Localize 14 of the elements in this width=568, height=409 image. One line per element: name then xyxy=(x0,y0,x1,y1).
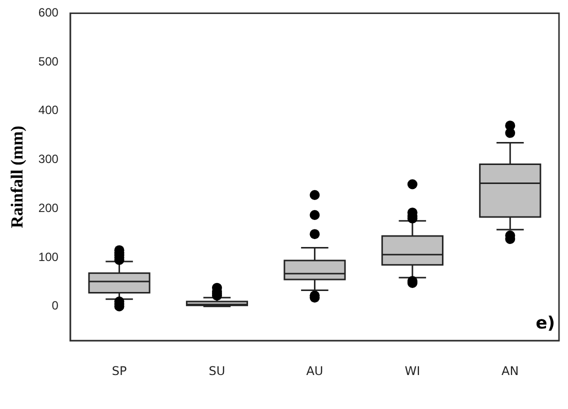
annotation: e) xyxy=(536,314,555,334)
y-tick-label: 100 xyxy=(38,250,59,264)
y-tick-label: 300 xyxy=(38,152,59,166)
y-tick-label: 600 xyxy=(38,6,59,20)
x-tick-label: WI xyxy=(404,364,420,378)
x-tick-label: AU xyxy=(306,364,324,378)
x-tick-label: SP xyxy=(112,364,127,378)
x-tick-label: AN xyxy=(502,364,519,378)
x-tick-label: SU xyxy=(208,364,226,378)
y-tick-label: 0 xyxy=(52,298,59,313)
y-axis-title: Rainfall (mm) xyxy=(8,126,27,228)
y-tick-label: 500 xyxy=(38,54,59,68)
y-tick-label: 400 xyxy=(38,103,59,118)
y-tick-label: 200 xyxy=(38,200,59,215)
